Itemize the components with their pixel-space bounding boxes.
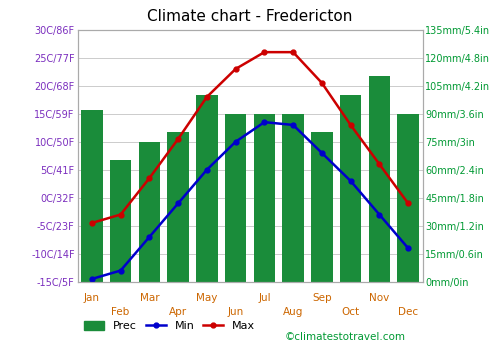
Bar xyxy=(110,160,132,282)
Text: Mar: Mar xyxy=(140,293,159,303)
Text: May: May xyxy=(196,293,218,303)
Text: Jul: Jul xyxy=(258,293,270,303)
Text: Apr: Apr xyxy=(169,307,187,317)
Legend: Prec, Min, Max: Prec, Min, Max xyxy=(80,316,260,335)
Text: Dec: Dec xyxy=(398,307,418,317)
Text: Jun: Jun xyxy=(228,307,244,317)
Text: Nov: Nov xyxy=(369,293,390,303)
Bar xyxy=(368,76,390,282)
Text: Aug: Aug xyxy=(283,307,304,317)
Bar xyxy=(340,95,361,282)
Text: Jan: Jan xyxy=(84,293,100,303)
Bar xyxy=(138,142,160,282)
Bar xyxy=(282,114,304,282)
Bar xyxy=(225,114,246,282)
Bar xyxy=(254,114,275,282)
Text: Feb: Feb xyxy=(112,307,130,317)
Title: Climate chart - Fredericton: Climate chart - Fredericton xyxy=(148,9,352,25)
Text: Sep: Sep xyxy=(312,293,332,303)
Text: ©climatestotravel.com: ©climatestotravel.com xyxy=(285,332,406,342)
Bar xyxy=(196,95,218,282)
Bar xyxy=(398,114,419,282)
Bar xyxy=(168,132,189,282)
Text: Oct: Oct xyxy=(342,307,359,317)
Bar xyxy=(311,132,332,282)
Bar xyxy=(81,110,102,282)
